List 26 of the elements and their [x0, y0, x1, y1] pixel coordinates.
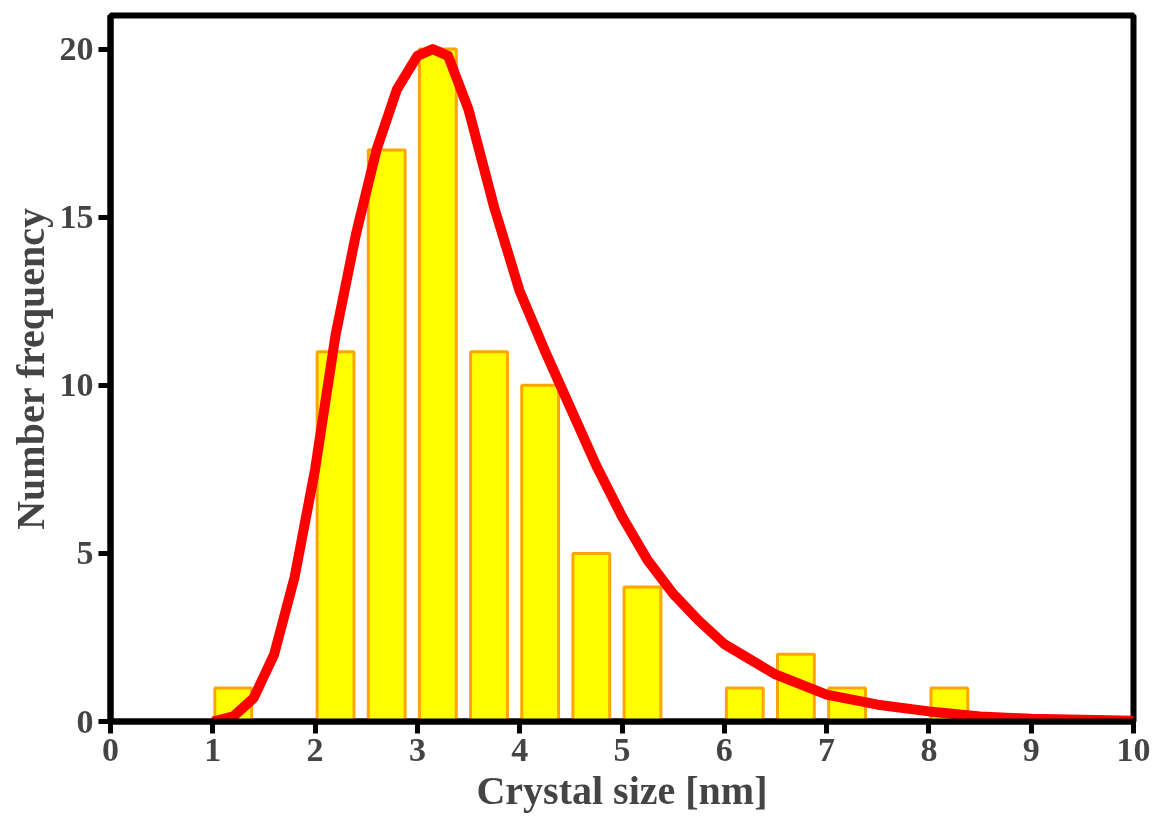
bar [469, 350, 509, 722]
bar [724, 686, 765, 722]
y-tick-label: 15 [59, 198, 94, 236]
bar [366, 148, 407, 722]
x-tick-label: 0 [102, 730, 119, 768]
y-tick-label: 0 [76, 702, 94, 740]
x-tick-label: 7 [818, 730, 836, 768]
x-axis-title: Crystal size [nm] [476, 767, 768, 813]
x-tick-label: 4 [511, 730, 529, 768]
y-tick-label: 5 [76, 534, 94, 572]
x-tick-label: 1 [204, 730, 222, 768]
bar [417, 47, 458, 722]
x-tick-label: 2 [306, 730, 324, 768]
x-tick-label: 6 [715, 730, 733, 768]
x-tick-label: 10 [1116, 730, 1151, 768]
bar [571, 551, 612, 722]
x-tick-label: 9 [1022, 730, 1040, 768]
bar [315, 350, 356, 722]
x-tick-label: 8 [920, 730, 938, 768]
bar [622, 585, 663, 722]
x-tick-label: 3 [408, 730, 426, 768]
y-tick-label: 20 [59, 30, 94, 68]
y-tick-label: 10 [59, 366, 94, 404]
x-tick-label: 5 [613, 730, 631, 768]
bar [520, 383, 561, 722]
y-axis-title: Number frequency [7, 207, 53, 530]
